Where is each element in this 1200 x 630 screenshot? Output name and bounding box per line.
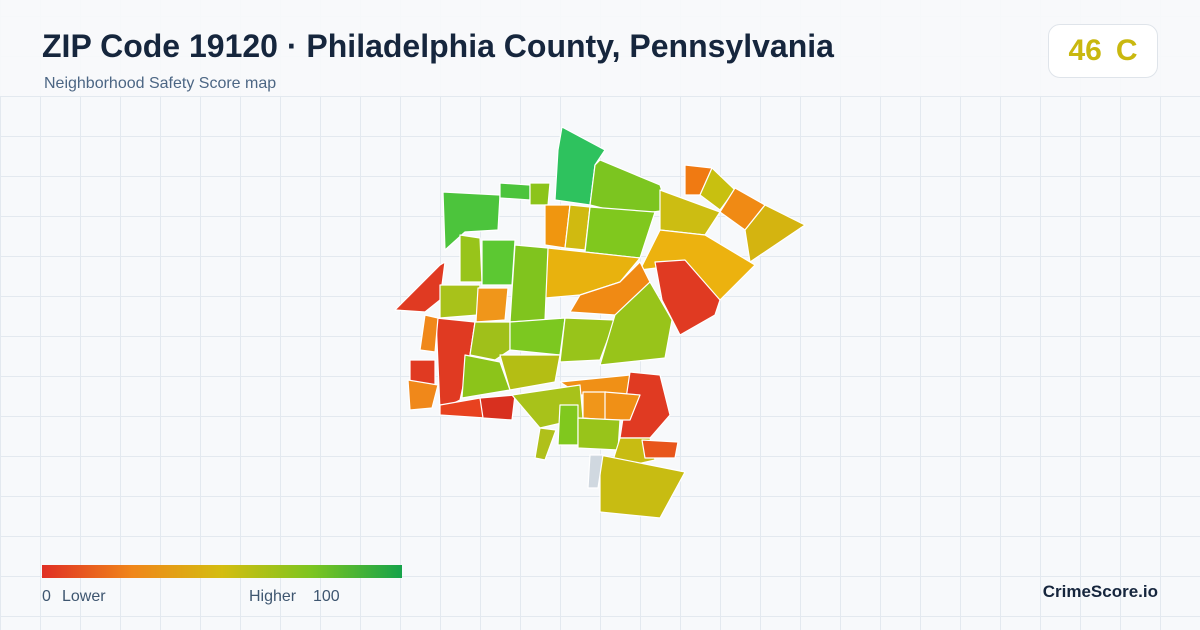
subtitle: Neighborhood Safety Score map bbox=[44, 75, 277, 92]
legend-max: 100 bbox=[313, 588, 340, 605]
score-value: 46 bbox=[1068, 34, 1102, 67]
zip-blocks bbox=[394, 126, 806, 519]
legend-scale bbox=[42, 565, 402, 578]
brand: CrimeScore.io bbox=[1042, 582, 1158, 601]
legend-min: 0 bbox=[42, 588, 51, 605]
title: ZIP Code 19120 · Philadelphia County, Pe… bbox=[42, 28, 834, 64]
score-badge: 46 C bbox=[1048, 24, 1158, 78]
score-grade: C bbox=[1115, 34, 1138, 67]
legend-min-label: Lower bbox=[62, 588, 106, 605]
header-band bbox=[0, 0, 1200, 96]
legend-max-label: Higher bbox=[249, 588, 297, 605]
